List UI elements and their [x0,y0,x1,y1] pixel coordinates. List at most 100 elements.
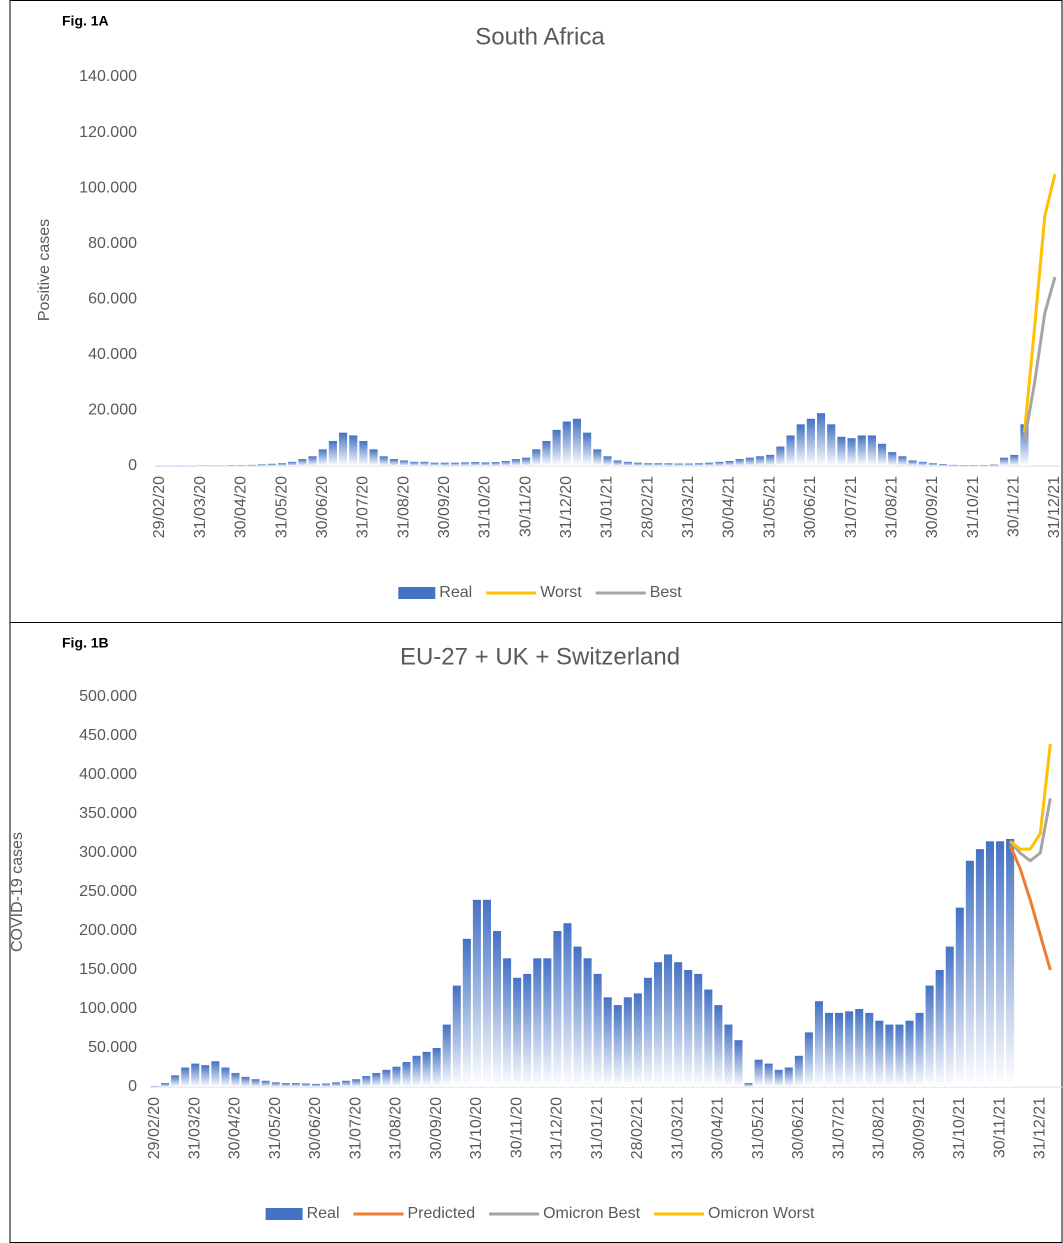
bar [633,462,643,466]
bar [291,1083,300,1087]
bar [975,849,984,1087]
legend-label: Omicron Best [543,1205,640,1222]
x-tick-label: 30/06/21 [802,476,819,538]
bar [989,464,999,466]
bar [714,1005,723,1087]
bar [563,923,572,1087]
bar [321,1083,331,1087]
bar [503,958,512,1087]
bar [744,1083,753,1087]
y-tick-label: 100.000 [79,179,137,196]
x-tick-label: 30/11/20 [508,1097,525,1158]
x-tick-label: 30/11/20 [517,476,534,537]
x-tick-label: 30/06/20 [314,476,331,538]
bar [553,931,562,1087]
x-tick-label: 31/07/20 [347,1097,364,1159]
bar [166,466,175,467]
line [1008,798,1052,863]
bar [827,424,836,466]
legend: Real Predicted Omicron Best Omicron Worst [265,1205,815,1222]
bar [764,1063,773,1087]
bar [643,977,652,1087]
bar [482,899,492,1087]
x-tick-label: 31/07/21 [843,476,860,538]
bar [1010,454,1019,466]
bar [511,459,521,466]
y-tick-label: 200.000 [79,922,137,939]
x-tick-label: 31/10/21 [965,476,982,538]
x-tick-label: 30/09/21 [911,1097,928,1159]
y-tick-label: 20.000 [88,402,137,419]
x-tick-label: 31/03/21 [680,476,697,538]
bar [674,463,683,466]
bar [1006,838,1015,1087]
x-tick-label: 31/08/20 [388,1097,405,1159]
bar [845,1011,854,1087]
bar [895,1024,904,1087]
bar [308,456,317,466]
bar [301,1083,310,1087]
bar [715,461,724,466]
y-tick-label: 50.000 [88,1039,137,1056]
bar [857,435,866,466]
bar [442,1024,451,1087]
bar [359,440,368,466]
bar [462,938,471,1087]
bar [461,462,470,466]
bar [969,465,978,466]
bar [786,435,795,466]
bar [440,462,449,466]
bar [905,1020,914,1087]
bar [776,446,785,466]
bar [430,462,439,466]
x-tick-label: 31/10/21 [951,1097,968,1159]
bar [402,1062,411,1087]
bar [523,973,532,1087]
x-tick-label: 28/02/21 [639,476,656,538]
bar [186,466,195,467]
bar [623,461,632,466]
y-tick-label: 120.000 [79,124,137,141]
bar [796,424,805,466]
line [1022,173,1057,433]
bar [412,1055,421,1087]
fig-label: Fig. 1A [62,13,109,29]
bar [583,432,592,466]
bar [251,1079,260,1087]
bar [837,436,846,466]
bar [176,466,185,467]
bar [878,443,887,466]
bar [674,962,683,1087]
bar [410,461,419,466]
y-tick-label: 300.000 [79,844,137,861]
bar [1020,424,1029,466]
legend-label: Worst [540,584,582,601]
bar [593,973,602,1087]
bar [955,907,964,1087]
x-tick-label: 31/05/21 [750,1097,767,1159]
bar [221,1067,230,1087]
y-tick-label: 100.000 [79,1000,137,1017]
bar [379,456,388,466]
bar [211,1061,220,1087]
y-tick-label: 400.000 [79,766,137,783]
bar [281,1083,290,1087]
bar [191,1063,200,1087]
bar [847,438,856,466]
bar [389,459,398,466]
bar [181,1067,190,1087]
bar [352,1079,361,1087]
x-tick-label: 29/02/20 [146,1097,163,1159]
bar [735,459,744,466]
bar [452,985,461,1087]
bar [543,958,552,1087]
bar [705,462,714,466]
x-tick-label: 31/03/20 [192,476,209,538]
bar [1000,457,1009,466]
bar [898,456,907,466]
bar [338,432,348,466]
bar [734,1040,743,1087]
bar [422,1051,431,1087]
bar [654,463,663,466]
bar [724,1024,733,1087]
